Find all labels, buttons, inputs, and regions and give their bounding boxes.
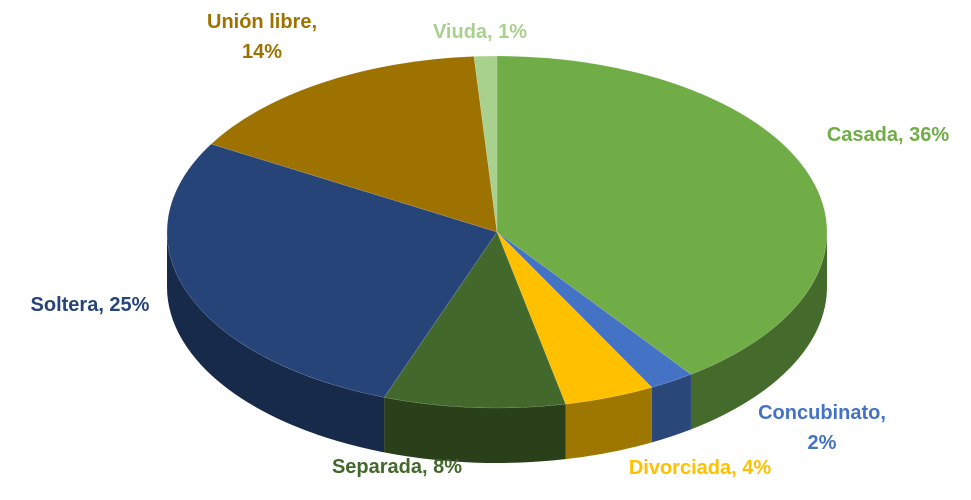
data-label: Viuda, 1% bbox=[432, 21, 528, 43]
data-label: Casada, 36% bbox=[826, 124, 950, 146]
slice bbox=[166, 143, 498, 398]
slice bbox=[383, 231, 566, 409]
data-label: Unión libre, 14% bbox=[207, 11, 317, 63]
slice-side bbox=[167, 232, 385, 453]
slice bbox=[496, 231, 692, 388]
data-label: Separada, 8% bbox=[331, 456, 463, 478]
slice-side bbox=[565, 387, 652, 460]
slice-side bbox=[384, 397, 566, 463]
data-label: Concubinato, 2% bbox=[758, 402, 886, 454]
data-label: Soltera, 25% bbox=[30, 294, 150, 316]
slice-side bbox=[651, 374, 691, 443]
slice bbox=[496, 231, 653, 405]
slice bbox=[473, 55, 498, 233]
slice bbox=[496, 55, 828, 375]
slice-side bbox=[690, 232, 827, 430]
data-label: Divorciada, 4% bbox=[628, 457, 772, 479]
slice bbox=[210, 56, 498, 233]
